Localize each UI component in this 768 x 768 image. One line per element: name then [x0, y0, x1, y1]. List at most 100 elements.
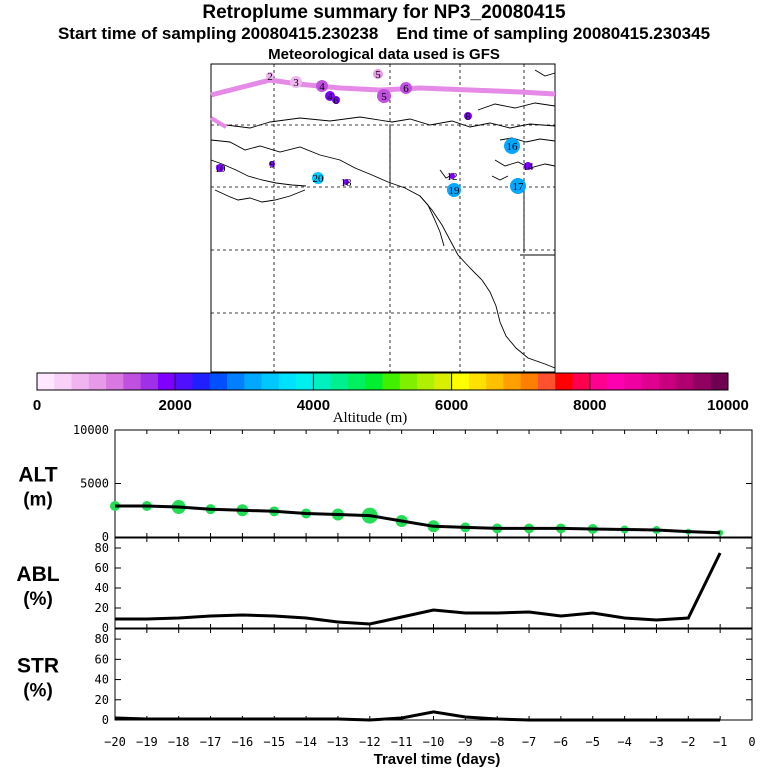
y-axis-label: ABL — [16, 563, 59, 586]
chart-title: Retroplume summary for NP3_20080415 — [202, 2, 566, 23]
colorbar-cell — [503, 373, 522, 390]
colorbar-cell — [624, 373, 643, 390]
end-time: End time of sampling 20080415.230345 — [396, 24, 711, 43]
colorbar-label: Altitude (m) — [333, 410, 408, 426]
map-marker-label: 10 — [215, 163, 227, 175]
colorbar-cell — [313, 373, 332, 390]
x-tick-label: −2 — [681, 735, 695, 749]
map-marker-label: 6 — [333, 95, 339, 107]
colorbar-tick-label: 4000 — [297, 397, 330, 414]
map-marker — [373, 69, 383, 79]
panel-alt: 10000 5000 0 ALT (m) — [18, 423, 753, 544]
x-axis-label: Travel time (days) — [374, 751, 501, 768]
colorbar: 0 2000 4000 6000 8000 10000 Altitude (m) — [33, 372, 749, 426]
y-tick-label: 40 — [95, 673, 109, 687]
y-tick-label: 20 — [95, 601, 109, 615]
map-marker — [332, 96, 340, 104]
colorbar-cell — [382, 373, 401, 390]
colorbar-cell — [434, 373, 452, 390]
colorbar-tick-label: 6000 — [435, 397, 468, 414]
colorbar-cell — [520, 373, 539, 390]
map-marker — [316, 80, 328, 92]
colorbar-cell — [658, 373, 677, 390]
colorbar-tick-label: 0 — [33, 397, 41, 414]
map-marker — [504, 138, 520, 154]
x-tick-label: −6 — [554, 735, 568, 749]
colorbar-cell — [347, 373, 366, 390]
x-tick-label: −7 — [522, 735, 536, 749]
colorbar-tick-label: 10000 — [707, 397, 749, 414]
colorbar-cell — [123, 373, 142, 390]
x-tick-label: −19 — [136, 735, 158, 749]
colorbar-tick-label: 2000 — [159, 397, 192, 414]
map-marker — [312, 172, 324, 184]
plume-track-tail — [209, 116, 228, 129]
colorbar-cell — [296, 373, 314, 390]
map-marker-label: 9 — [269, 159, 275, 171]
colorbar-cell — [71, 373, 90, 390]
colorbar-ticks: 0 2000 4000 6000 8000 10000 — [33, 373, 749, 414]
y-tick-label: 60 — [95, 652, 109, 666]
x-tick-label: −17 — [200, 735, 222, 749]
y-tick-label: 60 — [95, 561, 109, 575]
colorbar-cell — [676, 373, 694, 390]
series-line — [114, 710, 721, 722]
y-axis-unit: (%) — [23, 589, 53, 610]
plume-track — [210, 77, 556, 98]
map-marker-label: 6 — [403, 83, 409, 95]
colorbar-cell — [710, 373, 729, 390]
colorbar-cell — [106, 373, 124, 390]
map-marker — [447, 183, 461, 197]
y-tick-label: 80 — [95, 632, 109, 646]
map-marker — [290, 76, 302, 88]
colorbar-cell — [278, 373, 297, 390]
y-axis-unit: (%) — [23, 681, 53, 702]
panel-str: 80 60 40 20 0 STR (%) — [17, 628, 753, 727]
panel-abl: 80 60 40 20 0 ABL (%) — [16, 537, 753, 635]
map-marker — [510, 178, 526, 194]
colorbar-cell — [572, 373, 591, 390]
y-axis-label: STR — [17, 655, 59, 678]
y-axis-unit: (m) — [23, 490, 53, 511]
colorbar-cell — [555, 373, 573, 390]
map-frame — [210, 63, 556, 373]
map-marker-label: 20 — [313, 173, 325, 185]
colorbar-cell — [54, 373, 72, 390]
y-tick-label: 0 — [102, 530, 109, 544]
colorbar-cell — [589, 373, 608, 390]
colorbar-tick-label: 8000 — [573, 397, 606, 414]
map-marker — [343, 179, 349, 185]
map-marker-label: 17 — [513, 181, 525, 193]
met-data-note: Meteorological data used is GFS — [268, 46, 500, 63]
y-tick-label: 0 — [102, 713, 109, 727]
y-tick-label: 40 — [95, 581, 109, 595]
map-marker-label: 5 — [375, 69, 381, 81]
x-tick-label: −9 — [458, 735, 472, 749]
y-tick-label: 80 — [95, 541, 109, 555]
series-line — [115, 504, 721, 535]
colorbar-cell — [88, 373, 107, 390]
x-tick-label: −14 — [295, 735, 317, 749]
colorbar-cell — [607, 373, 625, 390]
x-tick-label: −3 — [649, 735, 663, 749]
x-tick-label: −11 — [391, 735, 413, 749]
colorbar-cell — [365, 373, 383, 390]
colorbar-cell — [140, 373, 159, 390]
colorbar-cell — [175, 373, 193, 390]
x-tick-label: −5 — [586, 735, 600, 749]
panel-frame — [114, 628, 753, 721]
y-tick-label: 0 — [102, 621, 109, 635]
x-tick-label: −10 — [423, 735, 445, 749]
y-tick-label: 20 — [95, 693, 109, 707]
time-series-panels: 10000 5000 0 ALT (m) 80 60 40 20 0 ABL (%) 80 60 40 20 0… — [16, 423, 755, 749]
map-marker — [377, 89, 391, 103]
x-tick-label: −18 — [168, 735, 190, 749]
colorbar-cells — [37, 373, 729, 390]
x-tick-label: −8 — [490, 735, 504, 749]
x-tick-label: 0 — [748, 735, 755, 749]
sampling-times: Start time of sampling 20080415.230238 En… — [0, 24, 768, 44]
map-marker-label: 8 — [465, 111, 471, 123]
colorbar-cell — [486, 373, 504, 390]
map-marker-label: 16 — [507, 141, 519, 153]
